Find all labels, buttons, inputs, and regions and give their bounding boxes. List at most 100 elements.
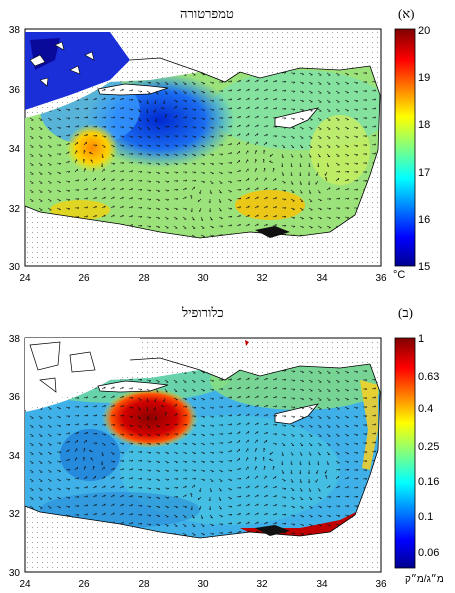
current-arrow (173, 496, 179, 499)
current-arrow (155, 505, 160, 509)
current-arrow (236, 169, 241, 173)
current-arrow (254, 97, 259, 101)
current-arrow (146, 496, 152, 499)
current-arrow (308, 397, 313, 401)
current-arrow (227, 134, 233, 137)
current-arrow (128, 387, 134, 390)
current-arrow (263, 125, 268, 128)
current-arrow (317, 153, 321, 158)
current-arrow (254, 386, 259, 390)
current-arrow (161, 106, 166, 110)
current-arrow (92, 395, 97, 399)
current-arrow (299, 108, 304, 112)
current-arrow (164, 423, 170, 426)
current-arrow (191, 451, 196, 455)
current-arrow (254, 456, 257, 462)
current-arrow (299, 135, 304, 139)
current-arrow (344, 162, 350, 165)
current-arrow (182, 225, 187, 229)
current-arrow (317, 162, 320, 168)
current-arrow (101, 88, 106, 92)
cb-b-tick-6: 0.06 (418, 547, 439, 559)
current-arrow (146, 198, 152, 201)
current-arrow (173, 188, 179, 191)
current-arrow (324, 469, 328, 474)
current-arrow (198, 505, 202, 510)
current-arrow (101, 503, 106, 507)
current-arrow (218, 117, 224, 120)
current-arrow (245, 422, 250, 426)
current-arrow (335, 177, 340, 182)
current-arrow (218, 487, 222, 492)
current-arrow (89, 449, 94, 453)
current-arrow (191, 216, 195, 221)
aegean-islands-b (29, 341, 96, 393)
current-arrow (137, 90, 143, 93)
current-arrow (272, 135, 278, 138)
current-arrow (326, 379, 331, 383)
current-arrow (128, 415, 134, 418)
current-arrow (272, 476, 277, 480)
current-arrow (29, 478, 34, 482)
current-arrow (317, 388, 322, 392)
current-arrow (92, 205, 97, 209)
current-arrow (146, 126, 151, 130)
current-arrow (245, 178, 250, 182)
current-arrow (74, 487, 80, 490)
current-arrow (245, 79, 250, 83)
current-arrow (227, 116, 233, 119)
current-arrow (353, 469, 359, 472)
current-arrow (137, 522, 143, 525)
current-arrow (29, 117, 34, 121)
current-arrow (209, 216, 213, 221)
current-arrow (173, 125, 179, 128)
current-arrow (290, 424, 295, 428)
current-arrow (324, 171, 328, 176)
current-arrow (263, 494, 268, 498)
current-arrow (263, 423, 268, 426)
current-arrow (182, 171, 188, 174)
current-arrow (218, 135, 224, 138)
current-arrow (56, 415, 61, 419)
west-eddy-low (60, 429, 120, 481)
current-arrow (272, 405, 278, 408)
current-arrow (254, 106, 259, 110)
current-arrow (191, 477, 197, 480)
current-arrow (38, 469, 43, 473)
current-arrow (281, 89, 287, 92)
current-arrow (290, 469, 293, 475)
current-arrow (272, 126, 278, 129)
current-arrow (290, 532, 296, 535)
current-arrow (281, 396, 287, 399)
current-arrow (128, 89, 134, 92)
current-arrow (236, 141, 241, 146)
current-arrow (200, 153, 205, 157)
current-arrow (344, 495, 350, 498)
current-arrow (137, 108, 141, 113)
current-arrow (299, 442, 304, 446)
current-arrow (315, 180, 319, 185)
current-arrow (362, 117, 368, 120)
current-arrow (209, 532, 215, 535)
current-arrow (317, 81, 322, 85)
current-arrow (269, 451, 274, 455)
current-arrow (56, 117, 61, 121)
current-arrow (254, 168, 258, 173)
current-arrow (245, 377, 250, 381)
current-arrow (335, 468, 341, 471)
current-arrow (245, 115, 250, 119)
current-arrow (245, 386, 250, 390)
current-arrow (182, 99, 187, 103)
current-arrow (326, 370, 331, 374)
current-arrow (325, 177, 328, 182)
current-arrow (38, 451, 43, 455)
current-arrow (119, 433, 125, 436)
current-arrow (92, 405, 97, 408)
current-arrow (344, 469, 350, 471)
current-arrow (110, 214, 115, 218)
current-arrow (155, 424, 160, 428)
current-arrow (227, 125, 233, 128)
current-arrow (137, 406, 141, 411)
current-arrow (182, 179, 188, 182)
current-arrow (335, 135, 340, 139)
